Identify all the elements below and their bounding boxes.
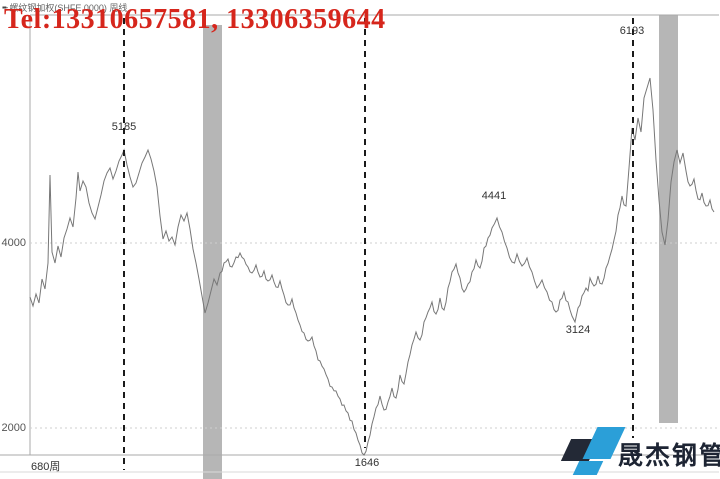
price-annotation-1646: 1646 [354,457,380,469]
legend-title: 螺纹钢加权(SHFE 0000) 周线 [9,3,128,13]
chart-legend: ▪▪- 螺纹钢加权(SHFE 0000) 周线 [2,1,127,14]
y-axis-tick-2000: 2000 [1,422,26,434]
x-axis-label: 680周 [31,461,61,473]
y-axis-tick-4000: 4000 [1,237,26,249]
price-line-series [29,77,715,456]
company-logo: 晟杰钢管 [560,423,720,477]
price-annotation-5185: 5185 [111,121,137,133]
event-band-1 [203,25,222,479]
price-annotation-6193: 6193 [619,25,645,37]
logo-mark-blue-small-parallelogram-icon [572,461,604,475]
legend-swatch-icon: ▪▪- [2,3,8,12]
watermark-phone-numbers: Tel:13310657581, 13306359644 [4,4,386,35]
price-annotation-4441: 4441 [481,190,507,202]
price-annotation-3124: 3124 [565,324,591,336]
logo-text: 晟杰钢管 [618,442,720,470]
